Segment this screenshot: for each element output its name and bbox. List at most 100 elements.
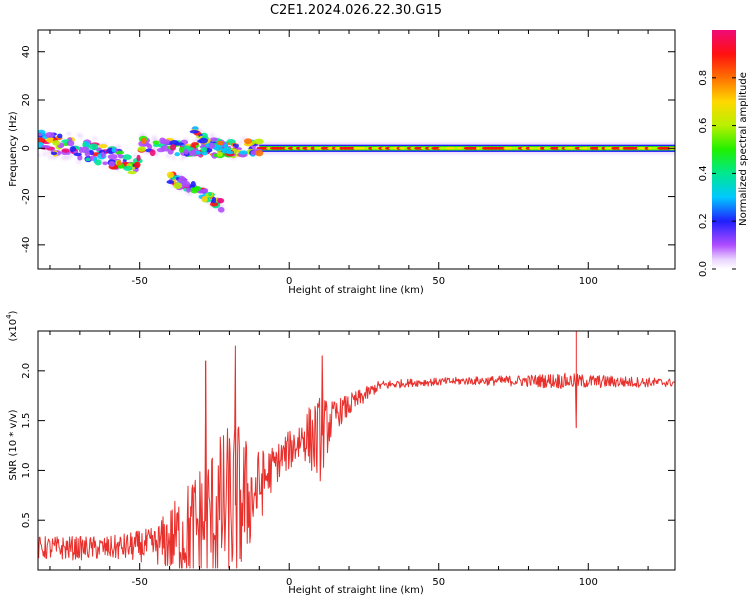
steady-line-cell xyxy=(493,146,499,150)
spectrogram-cell xyxy=(216,151,223,157)
spectrogram-cell xyxy=(191,142,199,146)
spectrogram-y-tick-label: 40 xyxy=(21,45,32,58)
spectrogram-cell xyxy=(88,143,99,150)
spectrogram-cell xyxy=(226,150,234,155)
snr-frame xyxy=(37,330,676,571)
snr-x-tick-label: 100 xyxy=(579,577,598,588)
spectrogram-frame xyxy=(37,29,676,270)
spectrogram-cell xyxy=(84,151,91,157)
spectrogram-haze-cell xyxy=(170,155,176,160)
colorbar-tick-label: 0.0 xyxy=(698,261,709,277)
steady-line-cell xyxy=(361,146,366,150)
spectrogram-x-ticks: -50 0 50 100 xyxy=(49,30,649,287)
spectrogram-haze-cell xyxy=(132,153,138,158)
spectrogram-haze-cell xyxy=(180,156,186,161)
spectrogram-x-tick-label: -50 xyxy=(132,276,148,287)
spectrogram-cell xyxy=(170,144,177,151)
spectrogram-haze-cell xyxy=(187,191,193,196)
spectrogram-haze-cell xyxy=(63,154,69,159)
snr-x-tick-label: 50 xyxy=(432,577,445,588)
spectrogram-cell xyxy=(136,154,141,162)
spectrogram-marks xyxy=(38,126,675,214)
spectrogram-cell xyxy=(189,151,195,157)
spectrogram-cell xyxy=(73,152,82,157)
spectrogram-cell xyxy=(69,146,77,153)
spectrogram-cell xyxy=(208,142,215,149)
spectrogram-haze-cell xyxy=(66,131,72,136)
spectrogram-cell xyxy=(38,132,43,137)
spectrogram-cell xyxy=(181,180,191,188)
spectrogram-cell xyxy=(186,187,191,193)
spectrogram-y-ticks: -40 -20 0 20 40 xyxy=(21,45,675,253)
spectrogram-cell xyxy=(149,149,156,157)
spectrogram-cell xyxy=(178,146,185,153)
steady-line-cell xyxy=(339,146,345,150)
colorbar-tick-label: 0.6 xyxy=(698,118,709,134)
spectrogram-cell xyxy=(52,140,61,146)
spectrogram-cell xyxy=(217,206,225,213)
spectrogram-cell xyxy=(127,170,137,175)
spectrogram-cell xyxy=(50,151,58,156)
spectrogram-cell xyxy=(123,165,133,171)
colorbar-tick-label: 0.2 xyxy=(698,213,709,229)
spectrogram-x-axis-label: Height of straight line (km) xyxy=(288,285,424,296)
spectrogram-cell xyxy=(116,160,122,166)
spectrogram-cell xyxy=(205,147,213,153)
steady-line-cell xyxy=(368,146,373,150)
spectrogram-cell xyxy=(238,150,248,155)
spectrogram-haze-cell xyxy=(219,203,225,208)
steady-line-cell xyxy=(597,146,603,150)
spectrogram-cell xyxy=(111,147,116,153)
spectrogram-cell xyxy=(161,139,171,145)
snr-y-tick-label: 1.5 xyxy=(21,413,32,429)
spectrogram-cell xyxy=(166,171,174,178)
spectrogram-cell xyxy=(189,130,199,134)
snr-panel: -50 0 50 100 0.5 1.0 1.5 2.0 Height of straigh… xyxy=(5,310,676,596)
snr-y-multiplier: (x104) xyxy=(5,310,19,341)
spectrogram-cell xyxy=(253,138,264,145)
spectrogram-cell xyxy=(200,146,208,153)
spectrogram-cell xyxy=(61,148,70,153)
spectrogram-haze-cell xyxy=(237,140,243,145)
spectrogram-haze-cell xyxy=(128,158,134,163)
snr-marks xyxy=(38,331,675,569)
spectrogram-haze-cell xyxy=(115,144,121,149)
spectrogram-cell xyxy=(213,144,223,151)
spectrogram-cell xyxy=(232,143,237,147)
spectrogram-y-axis-label: Frequency (Hz) xyxy=(8,111,19,187)
snr-y-ticks: 0.5 1.0 1.5 2.0 xyxy=(21,363,675,528)
spectrogram-cell xyxy=(115,150,125,155)
spectrogram-cell xyxy=(152,140,160,145)
spectrogram-y-tick-label: -40 xyxy=(21,237,32,253)
colorbar: 0.0 0.2 0.4 0.6 0.8 Normalized spectral ampl… xyxy=(698,30,749,277)
spectrogram-haze-cell xyxy=(78,134,84,139)
spectrogram-haze-cell xyxy=(42,152,48,157)
spectrogram-cell xyxy=(94,159,102,166)
spectrogram-cell xyxy=(45,131,55,138)
spectrogram-haze-cell xyxy=(76,159,82,164)
spectrogram-cell xyxy=(85,157,91,162)
spectrogram-cell xyxy=(174,142,185,146)
spectrogram-cell xyxy=(202,188,209,194)
spectrogram-cell xyxy=(190,181,196,188)
spectrogram-y-tick-label: -20 xyxy=(21,188,32,204)
spectrogram-haze-cell xyxy=(38,153,41,158)
snr-x-axis-label: Height of straight line (km) xyxy=(288,585,424,596)
spectrogram-cell xyxy=(77,154,83,161)
snr-x-tick-label: -50 xyxy=(132,577,148,588)
spectrogram-cell xyxy=(183,148,189,155)
spectrogram-x-tick-label: 50 xyxy=(432,276,445,287)
spectrogram-cell xyxy=(141,137,147,145)
spectrogram-cell xyxy=(41,145,51,149)
snr-y-tick-label: 2.0 xyxy=(21,363,32,379)
spectrogram-haze-cell xyxy=(165,153,171,158)
spectrogram-x-tick-label: 0 xyxy=(286,276,292,287)
spectrogram-cell xyxy=(166,180,175,184)
figure-title: C2E1.2024.026.22.30.G15 xyxy=(270,3,442,18)
spectrogram-panel: -50 0 50 100 -40 -20 0 20 40 Height of straight… xyxy=(8,29,676,296)
spectrogram-cell xyxy=(198,137,208,144)
spectrogram-cell xyxy=(192,126,199,130)
spectrogram-cell xyxy=(108,160,115,168)
spectrogram-cell xyxy=(210,137,218,142)
